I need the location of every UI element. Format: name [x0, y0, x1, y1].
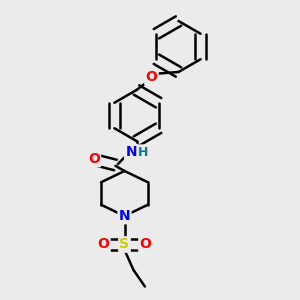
Text: N: N: [125, 145, 137, 159]
Text: O: O: [98, 238, 110, 251]
Text: H: H: [138, 146, 148, 159]
Text: O: O: [88, 152, 100, 166]
Text: O: O: [140, 238, 152, 251]
Text: N: N: [119, 209, 130, 223]
Text: S: S: [119, 238, 130, 251]
Text: O: O: [146, 70, 158, 84]
